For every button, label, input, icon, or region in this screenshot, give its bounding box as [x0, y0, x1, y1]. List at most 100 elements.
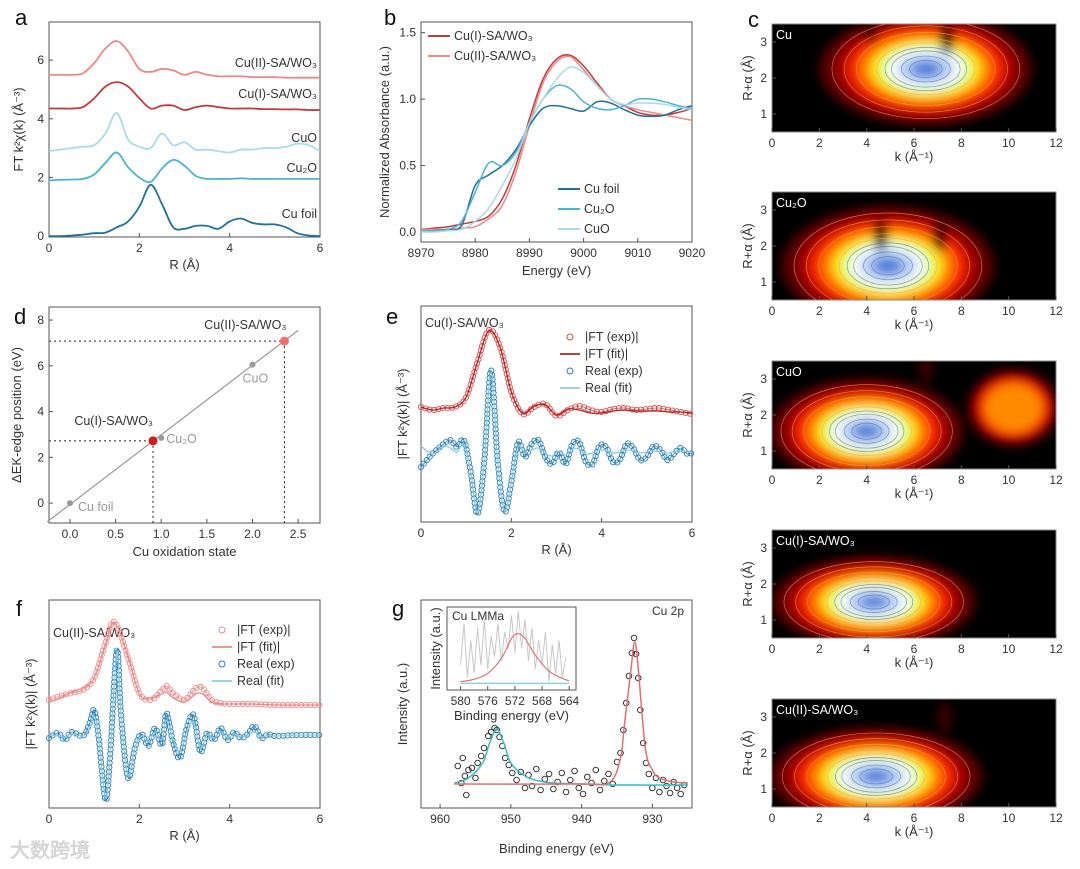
exp-data-point — [633, 406, 640, 414]
contour-line — [849, 591, 898, 613]
panel-letter-f: f — [16, 596, 23, 621]
x-tick-label: 1.0 — [153, 527, 170, 541]
exp-data-point — [473, 360, 481, 367]
exp-data-point — [513, 776, 520, 784]
fit-line — [48, 622, 320, 706]
y-tick-label: 1 — [760, 613, 767, 627]
x-tick-label: 2 — [136, 241, 143, 255]
exp-data-point — [45, 696, 53, 704]
x-axis-label: Energy (eV) — [522, 263, 591, 278]
y-axis-label: R+α (Å) — [740, 55, 755, 100]
x-tick-label: 2.0 — [244, 527, 261, 541]
x-tick-label: 564 — [559, 694, 579, 708]
exp-data-point — [653, 443, 660, 450]
heatmap-minimum — [933, 219, 948, 252]
exp-data-point — [570, 439, 577, 446]
exp-data-point — [524, 449, 532, 456]
contour-line — [853, 246, 923, 286]
x-axis-label: k (Å⁻¹) — [895, 655, 934, 670]
legend-label: |FT (exp)| — [237, 623, 291, 637]
exp-data-point — [606, 406, 614, 413]
fit-line — [454, 728, 688, 786]
exp-data-point — [190, 687, 197, 694]
exp-data-point — [472, 364, 479, 371]
exp-data-point — [563, 460, 570, 467]
exp-data-point — [592, 766, 600, 774]
contour-line — [863, 251, 913, 280]
map-label: CuO — [776, 365, 802, 379]
exp-data-point — [497, 344, 504, 351]
exp-data-point — [550, 785, 557, 793]
legend-label: Cu(I)-SA/WO₃ — [454, 29, 533, 43]
exp-data-point — [477, 752, 485, 760]
exp-data-point — [115, 626, 122, 633]
contour-line — [791, 390, 942, 469]
map-label: Cu₂O — [776, 196, 807, 210]
contour-line — [829, 410, 905, 452]
legend-label: Cu foil — [584, 182, 619, 196]
exp-data-point — [545, 770, 553, 778]
x-tick-label: 12 — [1049, 642, 1063, 656]
legend-label: Real (fit) — [237, 674, 284, 688]
x-tick-label: 8 — [958, 304, 965, 318]
series-line-3 — [420, 84, 693, 232]
y-tick-label: 4 — [37, 405, 44, 419]
x-axis-label: k (Å⁻¹) — [895, 149, 934, 164]
x-tick-label: 0 — [769, 642, 776, 656]
exp-data-point — [486, 326, 493, 333]
exp-data-point — [422, 405, 429, 412]
exp-data-point — [639, 739, 647, 747]
heatmap-minimum — [937, 701, 952, 733]
x-tick-label: 572 — [505, 694, 525, 708]
y-tick-label: 2 — [760, 239, 767, 253]
y-tick-label: 3 — [760, 372, 767, 386]
heatmap-minimum — [864, 24, 879, 44]
exp-data-point — [601, 777, 608, 785]
fit-line — [420, 371, 693, 514]
plot-frame — [420, 599, 693, 809]
contour-line — [783, 561, 964, 638]
y-tick-label: 0 — [37, 229, 44, 243]
exp-data-point — [592, 453, 599, 460]
contour-line — [826, 753, 926, 800]
series-line-1 — [421, 55, 693, 231]
y-tick-label: 1 — [760, 275, 767, 289]
exp-data-point — [165, 715, 172, 722]
exp-data-point — [423, 457, 430, 464]
heatmap-fill — [772, 556, 976, 638]
legend-label: |FT (exp)| — [585, 330, 639, 344]
x-tick-label: 580 — [451, 694, 471, 708]
exp-data-point — [517, 768, 525, 776]
exp-data-point — [230, 729, 237, 736]
x-tick-label: 8 — [958, 136, 965, 150]
exp-data-point — [417, 403, 425, 411]
exp-data-point — [65, 731, 72, 739]
series-label: Cu foil — [282, 207, 317, 221]
exp-data-point — [537, 440, 544, 447]
exp-data-point — [645, 770, 653, 778]
exp-data-point — [142, 696, 149, 703]
exp-data-point — [585, 406, 592, 413]
exp-data-point — [426, 453, 433, 460]
exp-data-point — [549, 409, 556, 416]
x-axis-label: Binding energy (eV) — [454, 708, 569, 723]
exp-data-point — [579, 790, 587, 798]
exp-data-point — [567, 447, 574, 454]
x-tick-label: 4 — [598, 526, 605, 540]
exp-data-point — [686, 410, 694, 417]
series-label: Cu(I)-SA/WO₃ — [238, 87, 317, 101]
y-tick-label: 2 — [760, 408, 767, 422]
heatmap-level — [985, 384, 1042, 432]
series-line-0 — [49, 40, 320, 79]
exp-data-point — [508, 388, 515, 395]
heatmap-area — [772, 530, 1056, 638]
y-tick-label: 1.5 — [399, 26, 416, 40]
exp-data-point — [454, 762, 462, 770]
exp-data-point — [637, 706, 644, 714]
exp-data-point — [669, 407, 676, 414]
legend-symbol — [566, 367, 574, 375]
exp-data-point — [579, 449, 586, 456]
series-label: Cu₂O — [286, 161, 317, 175]
x-tick-label: 4 — [863, 304, 870, 318]
exp-data-point — [588, 779, 595, 787]
